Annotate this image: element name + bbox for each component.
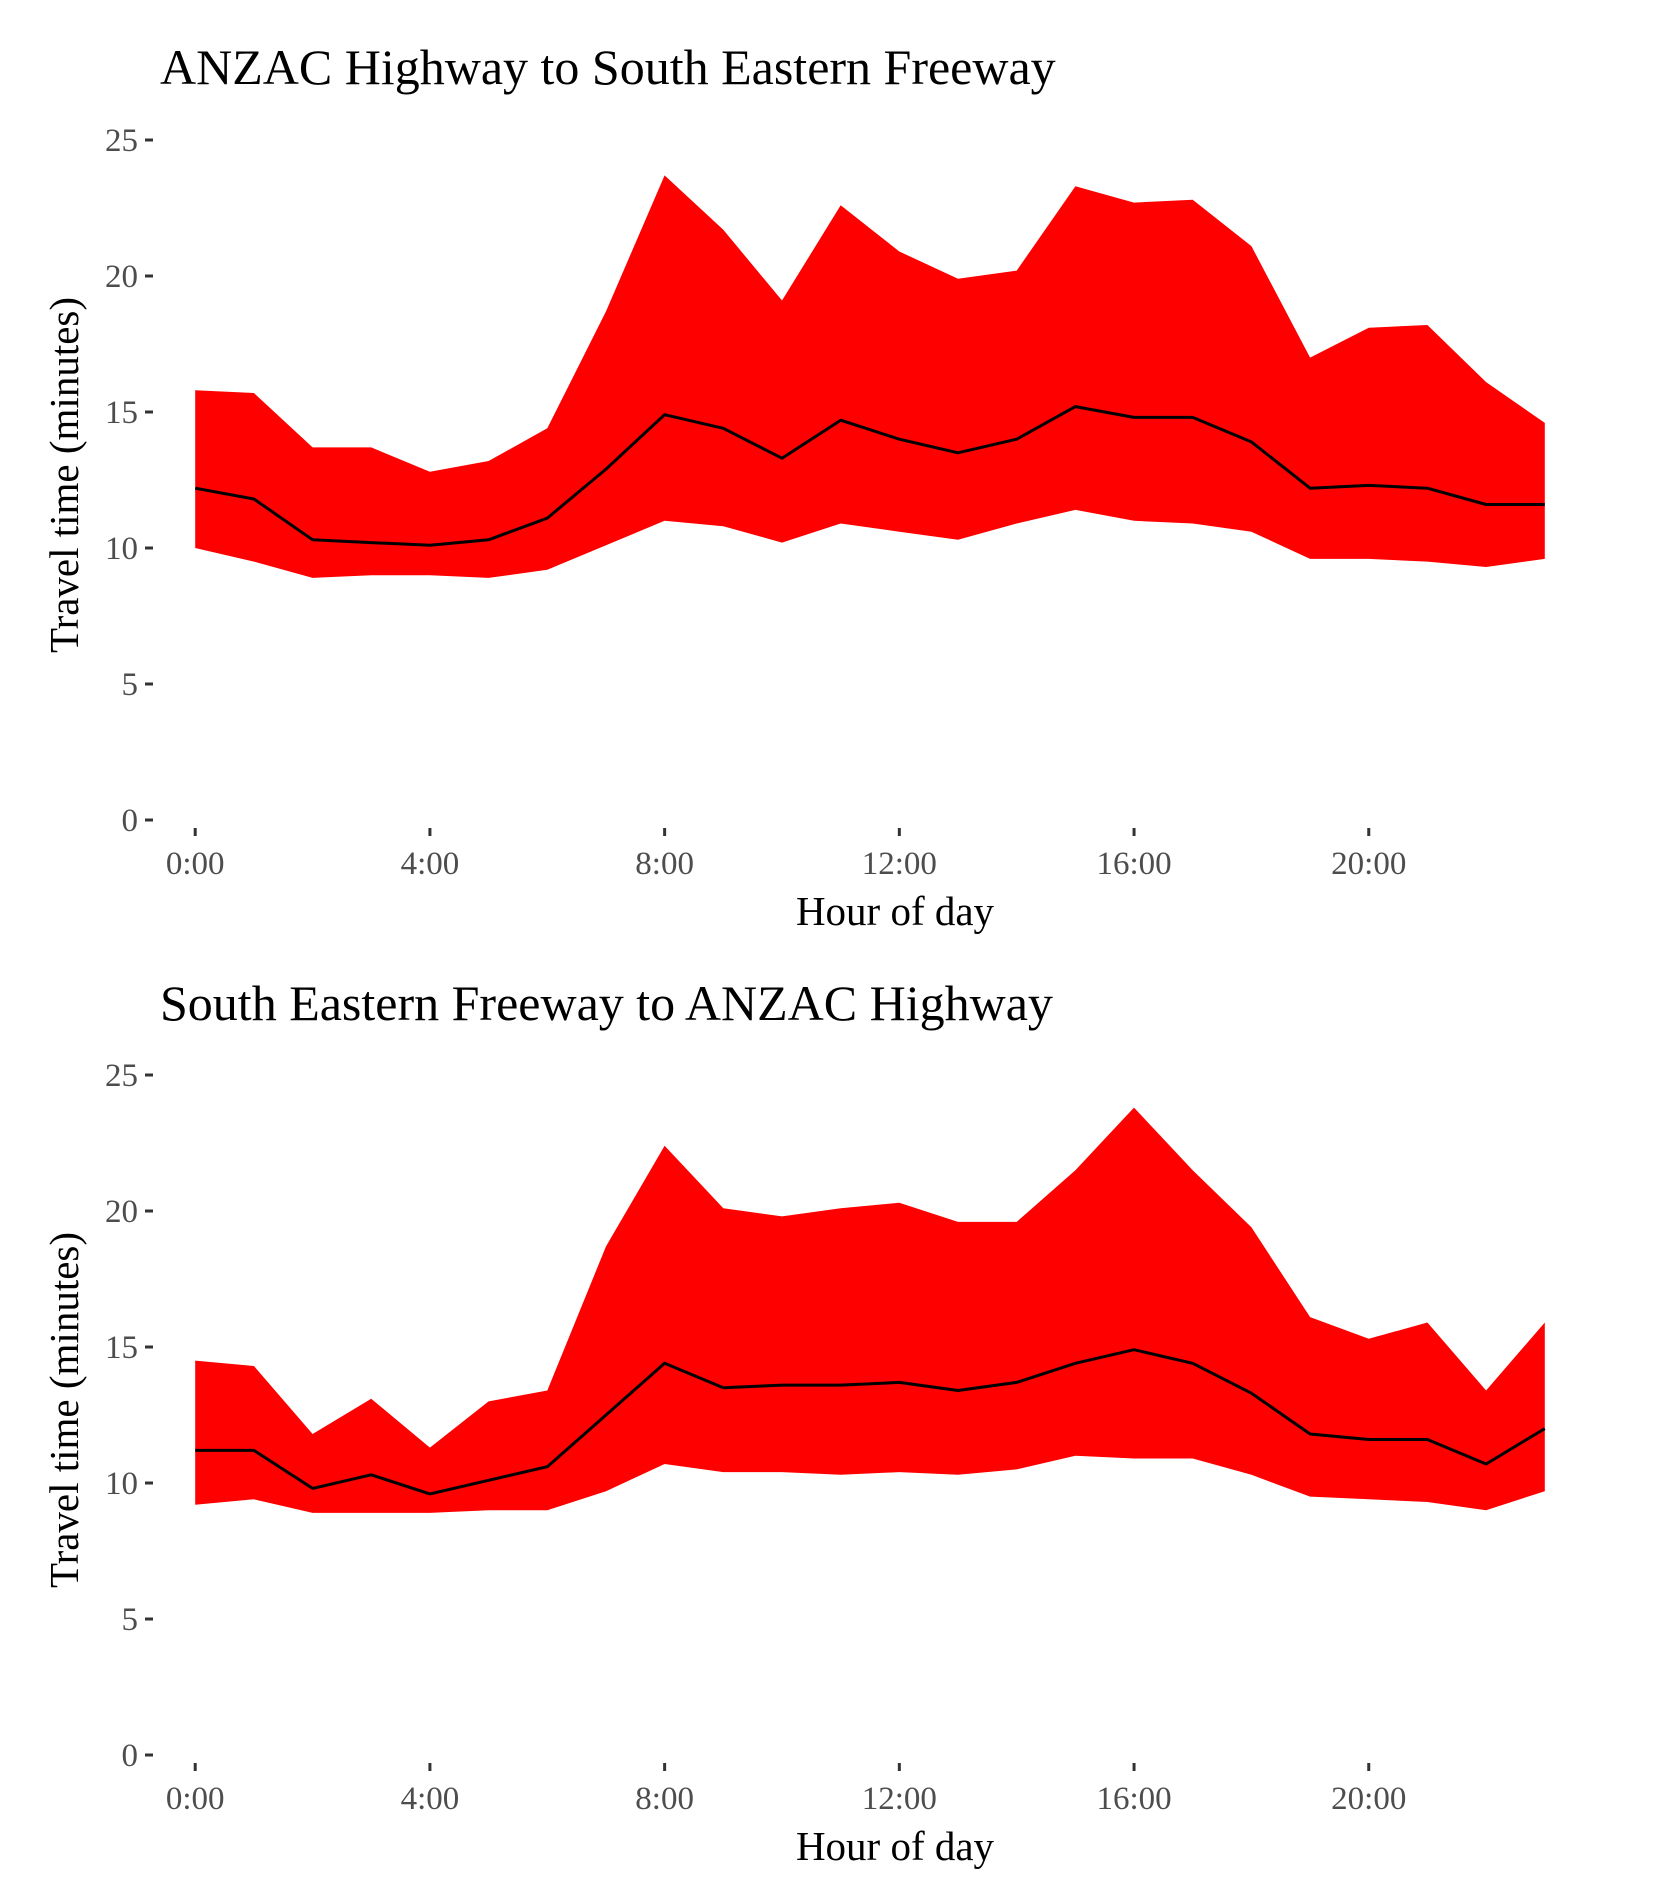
y-tick-label: 20 <box>105 1194 138 1230</box>
y-tick-label: 5 <box>122 1602 139 1638</box>
y-tick-label: 20 <box>105 259 138 295</box>
y-tick-label: 0 <box>122 1738 139 1774</box>
x-tick-label: 20:00 <box>1331 1781 1406 1817</box>
x-axis-title: Hour of day <box>796 888 995 934</box>
y-tick-label: 10 <box>105 1466 138 1502</box>
y-tick-label: 5 <box>122 667 139 703</box>
range-band <box>195 1107 1545 1513</box>
x-tick-label: 16:00 <box>1096 846 1171 882</box>
y-tick-label: 25 <box>105 1058 138 1094</box>
y-tick-label: 10 <box>105 531 138 567</box>
x-tick-label: 0:00 <box>166 846 225 882</box>
y-tick-label: 15 <box>105 1330 138 1366</box>
chart-title: ANZAC Highway to South Eastern Freeway <box>160 39 1056 95</box>
x-axis-title: Hour of day <box>796 1823 995 1869</box>
range-band <box>195 175 1545 578</box>
x-tick-label: 4:00 <box>401 1781 460 1817</box>
plot-area: 0 5 10 15 20 25 0:00 4:00 8:00 12:00 16:00 20:00 <box>105 123 1545 882</box>
x-tick-label: 8:00 <box>635 1781 694 1817</box>
y-axis-title: Travel time (minutes) <box>41 1232 87 1588</box>
x-tick-label: 4:00 <box>401 846 460 882</box>
y-axis-title: Travel time (minutes) <box>41 297 87 653</box>
y-tick-label: 15 <box>105 395 138 431</box>
median-line <box>194 405 1545 547</box>
x-tick-label: 0:00 <box>166 1781 225 1817</box>
chart-title: South Eastern Freeway to ANZAC Highway <box>160 975 1053 1031</box>
x-tick-label: 12:00 <box>862 1781 937 1817</box>
chart-panel-south-eastern-to-anzac: South Eastern Freeway to ANZAC Highway T… <box>41 975 1546 1869</box>
x-tick-label: 20:00 <box>1331 846 1406 882</box>
x-tick-label: 8:00 <box>635 846 694 882</box>
y-tick-label: 25 <box>105 123 138 159</box>
x-tick-label: 16:00 <box>1096 1781 1171 1817</box>
median-line <box>195 1348 1546 1496</box>
plot-area: 0 5 10 15 20 25 0:00 4:00 8:00 12:00 16:00 20:00 <box>105 1058 1546 1817</box>
x-tick-label: 12:00 <box>862 846 937 882</box>
chart-panel-anzac-to-south-eastern: ANZAC Highway to South Eastern Freeway T… <box>41 39 1545 934</box>
y-tick-label: 0 <box>122 803 139 839</box>
